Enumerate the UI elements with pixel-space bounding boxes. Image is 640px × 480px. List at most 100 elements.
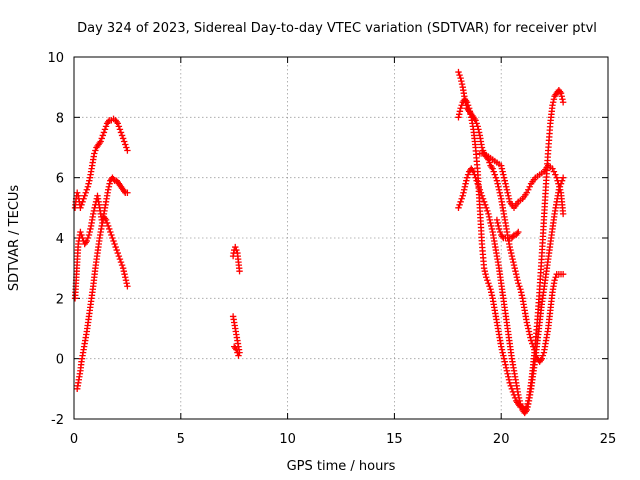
data-point [455,204,462,212]
data-point-interp [492,174,500,181]
data-point [109,234,116,242]
data-point [506,243,513,251]
data-point-interp [526,183,533,190]
data-point [510,261,518,269]
data-point-interp [516,283,523,290]
data-point-interp [118,261,126,269]
data-point-interp [556,183,563,190]
data-point-interp [505,195,513,202]
data-point [523,406,531,414]
series-sat-d [229,243,243,275]
data-point [472,174,479,181]
data-point-interp [119,135,127,142]
data-point [504,370,511,377]
data-point-interp [123,280,130,287]
data-point [515,228,522,236]
data-point-interp [496,228,504,236]
data-point-interp [83,186,91,193]
data-point [483,274,490,281]
data-point-interp [106,225,113,233]
data-point-interp [481,267,489,275]
data-point [465,105,473,112]
data-point-interp [549,99,557,106]
data-point-interp [458,102,465,109]
data-point-interp [505,376,513,383]
data-point-interp [550,96,558,103]
data-point-interp [494,180,501,187]
data-point [457,74,464,82]
data-point-interp [512,267,519,275]
data-point-interp [234,349,241,356]
data-point-interp [81,192,88,199]
x-tick-label: 20 [493,432,510,447]
data-point [461,183,469,190]
data-point [77,228,84,236]
data-point-interp [458,80,466,88]
data-point [115,252,123,260]
data-point-interp [525,400,532,408]
data-point-interp [106,180,113,187]
data-point [118,132,126,139]
data-point-interp [108,231,115,239]
data-point-interp [507,249,515,257]
data-point-interp [456,71,463,79]
data-point-interp [507,246,514,254]
data-point-interp [556,186,564,193]
axis-ticks: 0 5 10 15 20 25 -2 0 2 4 6 8 10 [47,51,616,447]
data-point-interp [110,237,117,245]
data-point-interp [501,177,508,184]
data-point-interp [116,255,124,263]
data-point [74,189,81,196]
data-point-interp [503,186,511,193]
data-point-interp [87,225,94,233]
data-point-interp [488,225,496,233]
data-point [455,114,462,121]
data-point-interp [122,277,130,284]
data-point-interp [482,271,489,278]
data-point [470,168,477,175]
data-point [495,225,503,233]
data-point-interp [90,207,98,215]
data-point-interp [479,195,487,202]
data-point-interp [488,222,495,230]
series-sat-f [231,343,242,359]
data-point-interp [86,228,93,236]
data-point-interp [554,177,561,184]
data-point [515,280,522,287]
data-point [491,171,498,178]
data-point [235,352,242,359]
y-tick-label: 2 [56,292,64,307]
data-point-interp [509,255,516,263]
y-tick-label: 10 [47,51,64,66]
data-point-interp [524,322,531,329]
y-tick-label: 6 [56,172,64,187]
y-tick-label: 4 [56,232,64,247]
y-axis-label: SDTVAR / TECUs [7,185,22,292]
data-point-interp [475,129,483,136]
data-point [232,243,239,251]
data-point-interp [463,177,470,184]
series-sat-c [74,213,131,393]
data-point [487,219,494,227]
data-point [111,240,118,248]
data-point-interp [460,186,468,193]
data-point [525,328,533,335]
data-point [559,174,567,181]
data-point-interp [486,159,493,166]
x-tick-label: 15 [386,432,403,447]
data-point [104,186,112,193]
data-point-interp [515,394,523,402]
data-point-interp [516,397,523,405]
data-point-interp [486,216,494,224]
data-point-interp [500,171,507,178]
data-point [480,264,488,272]
data-point-interp [79,198,86,205]
data-point-interp [120,267,128,275]
series-sat-k [493,216,522,242]
data-point-interp [122,141,129,148]
data-point-interp [455,111,463,118]
series-sat-j [476,150,567,218]
data-point [99,132,107,139]
data-point-interp [473,177,480,184]
y-tick-label: 0 [56,353,64,368]
